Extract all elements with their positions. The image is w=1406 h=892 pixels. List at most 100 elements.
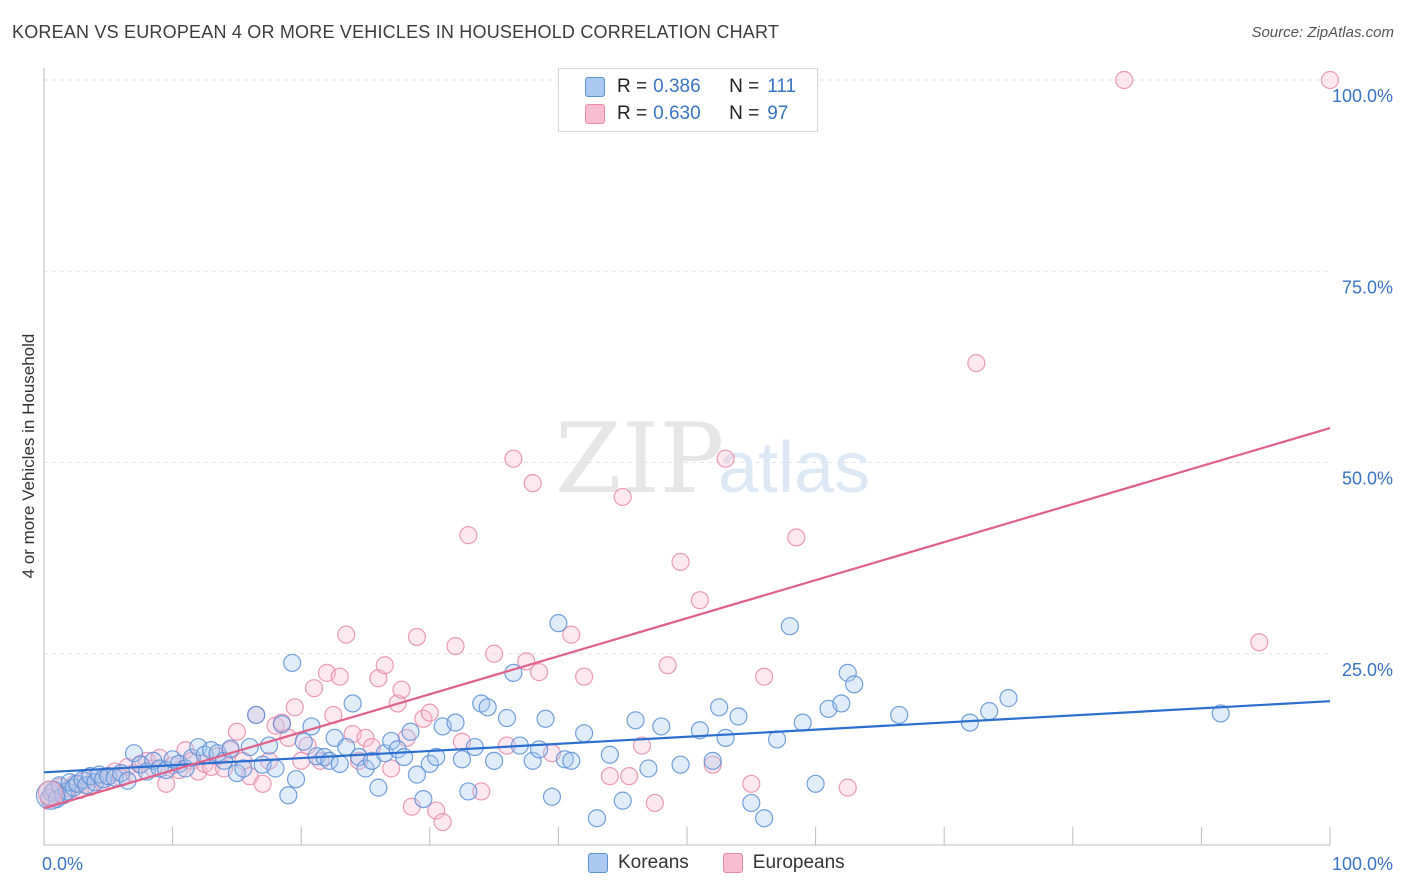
european-point (253, 774, 272, 793)
european-point (1115, 70, 1134, 90)
korean-point (427, 747, 446, 767)
korean-point (485, 751, 504, 770)
european-point (37, 780, 64, 806)
european-point (530, 663, 549, 682)
korean-trend-line (43, 700, 1331, 774)
european-point (356, 728, 375, 748)
european-point (613, 487, 632, 507)
korean-point (420, 754, 439, 774)
korean-point (266, 759, 285, 778)
european-point (446, 636, 465, 656)
european-point (459, 526, 478, 545)
european-point (716, 449, 735, 468)
korean-point (286, 770, 306, 789)
european-point (285, 698, 304, 717)
legend-n-value: 97 (767, 103, 789, 124)
european-point (838, 778, 857, 797)
korean-point (587, 809, 607, 828)
korean-point (710, 698, 729, 717)
korean-point (755, 809, 774, 828)
legend-n-label: N = (729, 103, 760, 124)
korean-point (163, 750, 182, 769)
european-point (157, 774, 176, 793)
legend-item-koreans: Koreans (588, 852, 689, 874)
korean-point (690, 721, 709, 740)
y-tick-label: 50.0% (1342, 469, 1393, 489)
korean-point (330, 754, 349, 774)
korean-point (234, 759, 253, 778)
european-point (292, 751, 311, 770)
chart-source: Source: ZipAtlas.com (1251, 24, 1394, 41)
korean-point (407, 765, 427, 784)
korean-point (980, 702, 999, 721)
european-point (472, 782, 491, 801)
korean-point (703, 751, 722, 770)
european-point (227, 722, 246, 741)
european-point (330, 667, 349, 686)
korean-point (890, 705, 909, 725)
koreans-swatch (585, 77, 605, 97)
watermark: ZIP atlas (555, 403, 870, 515)
korean-point (478, 698, 497, 717)
european-point (1320, 70, 1340, 90)
european-point (787, 528, 806, 547)
korean-point (716, 728, 735, 748)
korean-point (652, 717, 671, 736)
y-tick-label: 75.0% (1342, 277, 1393, 297)
korean-point (124, 744, 144, 763)
european-point (620, 767, 639, 786)
korean-point (999, 689, 1018, 708)
korean-point (446, 713, 465, 732)
korean-point (497, 708, 517, 728)
european-point (600, 767, 619, 786)
legend-n-label: N = (729, 76, 760, 97)
korean-point (960, 713, 980, 732)
stats-legend: R = 0.386 N = 111 R = 0.630 N = 97 (558, 68, 818, 132)
european-point (645, 793, 664, 813)
korean-point (414, 789, 433, 809)
european-point (742, 774, 761, 793)
legend-n-value: 111 (767, 76, 797, 97)
korean-point (536, 709, 555, 728)
legend-label-europeans: Europeans (752, 852, 845, 873)
korean-point (530, 740, 549, 759)
european-point (485, 644, 504, 663)
legend-r-value: 0.386 (653, 76, 701, 97)
korean-point (671, 755, 690, 774)
korean-point (401, 722, 420, 741)
korean-point (369, 778, 388, 797)
european-point (562, 625, 581, 644)
european-point (407, 627, 427, 647)
european-point (671, 552, 690, 572)
korean-point (562, 751, 581, 770)
legend-row-koreans: R = 0.386 N = 111 (585, 75, 796, 99)
korean-point (283, 653, 302, 673)
y-tick-label: 25.0% (1342, 660, 1393, 680)
korean-point (555, 750, 574, 769)
korean-point (294, 732, 313, 751)
european-point (690, 591, 709, 610)
korean-point (767, 730, 787, 749)
korean-point (1211, 704, 1230, 723)
european-point (337, 625, 356, 644)
legend-r-label: R = (617, 76, 648, 97)
y-axis-label: 4 or more Vehicles in Household (19, 334, 38, 579)
legend-label-koreans: Koreans (618, 852, 689, 873)
korean-point (729, 707, 748, 726)
korean-point (639, 759, 658, 778)
european-point (755, 667, 774, 686)
legend-item-europeans: Europeans (722, 852, 845, 874)
koreans-legend-swatch (588, 853, 608, 873)
legend-r-value: 0.630 (653, 103, 701, 124)
european-point (703, 755, 722, 774)
european-point (523, 474, 542, 493)
korean-point (279, 786, 298, 805)
korean-point (613, 791, 632, 810)
legend-r-label: R = (617, 103, 648, 124)
korean-point (742, 793, 761, 813)
european-point (427, 801, 446, 820)
korean-point (806, 774, 825, 793)
watermark-atlas: atlas (718, 428, 870, 508)
korean-point (272, 715, 292, 734)
